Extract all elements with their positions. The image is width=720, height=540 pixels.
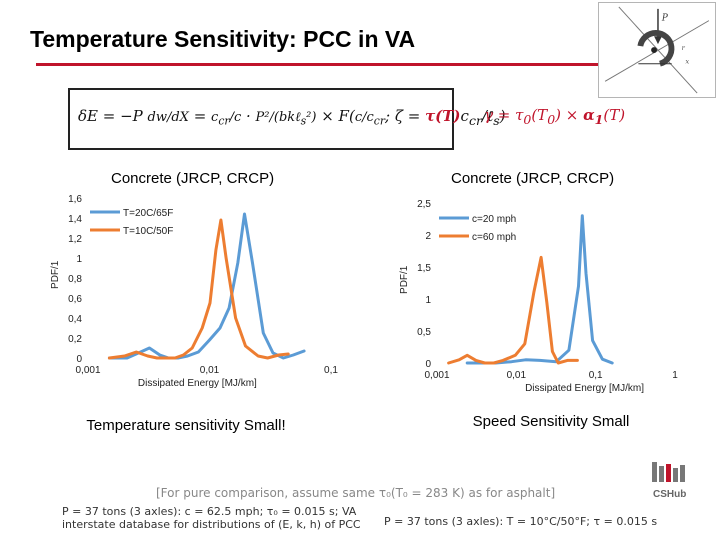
legend-label-0: T=20C/65F: [123, 208, 173, 219]
x-tick-label: 0,001: [424, 370, 449, 381]
footnote-left-line2: interstate database for distributions of…: [62, 518, 361, 531]
y-tick-label: 1: [76, 254, 82, 265]
series-line-0: [107, 212, 306, 360]
y-tick-label: 0,5: [417, 327, 431, 338]
x-tick-label: 0,1: [589, 370, 603, 381]
footnote-right: P = 37 tons (3 axles): T = 10°C/50°F; τ …: [384, 515, 658, 528]
cshub-logo: [652, 462, 685, 482]
y-tick-label: 1,6: [68, 194, 82, 205]
legend-label-1: T=10C/50F: [123, 226, 173, 237]
x-axis-title: Dissipated Energy [MJ/km]: [138, 378, 257, 389]
y-tick-label: 1,2: [68, 234, 82, 245]
equation-main-display: δE = −P dw/dX = ccr/c · P²/(bkℓs²) × F(c…: [78, 107, 506, 128]
svg-text:x: x: [685, 58, 689, 66]
cshub-logo-text: CSHub: [653, 489, 687, 500]
equation-side: γ = τ0(T0) × α1(T): [484, 106, 626, 127]
svg-text:P: P: [661, 14, 669, 24]
svg-text:r: r: [681, 44, 685, 52]
y-tick-label: 0,4: [68, 314, 82, 325]
y-tick-label: 2,5: [417, 199, 431, 210]
x-axis-title: Dissipated Energy [MJ/km]: [525, 383, 644, 394]
y-tick-label: 1: [425, 295, 431, 306]
footnote-left-line1: P = 37 tons (3 axles): c = 62.5 mph; τ₀ …: [62, 505, 357, 518]
y-tick-label: 0: [425, 359, 431, 370]
x-tick-label: 1: [672, 370, 678, 381]
y-tick-label: 1,4: [68, 214, 82, 225]
series-line-1: [107, 218, 290, 360]
chart-title-right: Concrete (JRCP, CRCP): [451, 170, 615, 187]
y-tick-label: 0,6: [68, 294, 82, 305]
chart-title-left: Concrete (JRCP, CRCP): [111, 170, 275, 187]
x-tick-label: 0,001: [75, 365, 100, 376]
wheel-diagram-image: P r x: [598, 2, 716, 98]
x-tick-label: 0,1: [324, 365, 338, 376]
legend-label-0: c=20 mph: [472, 214, 516, 225]
footnote-comparison: [For pure comparison, assume same τ₀(T₀ …: [156, 486, 556, 500]
y-tick-label: 0: [76, 354, 82, 365]
speed-caption: Speed Sensitivity Small: [472, 413, 630, 430]
series-line-1: [447, 255, 579, 365]
y-tick-label: 0,2: [68, 334, 82, 345]
title-divider: [36, 63, 608, 66]
slide-title: Temperature Sensitivity: PCC in VA: [30, 26, 416, 52]
wheel-diagram-svg: P r x: [604, 6, 710, 94]
equation-box: δE = −P dw/dX = ccr/c · P²/(bkℓs²) × F(c…: [68, 88, 506, 150]
y-tick-label: 2: [425, 231, 431, 242]
y-tick-label: 1,5: [417, 263, 431, 274]
y-axis-title: PDF/1: [399, 265, 410, 294]
y-axis-title: PDF/1: [50, 260, 61, 289]
x-tick-label: 0,01: [507, 370, 527, 381]
y-tick-label: 0,8: [68, 274, 82, 285]
x-tick-label: 0,01: [200, 365, 220, 376]
temperature-caption: Temperature sensitivity Small!: [86, 417, 286, 434]
legend-label-1: c=60 mph: [472, 232, 516, 243]
